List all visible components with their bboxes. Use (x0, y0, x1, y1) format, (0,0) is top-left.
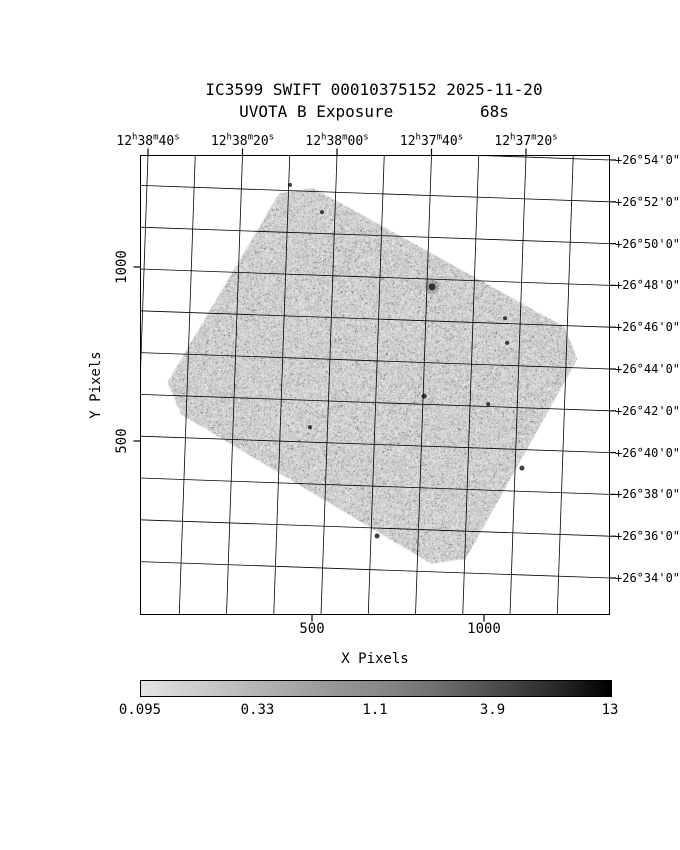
dec-tick-label: +26°48'0" (615, 278, 680, 292)
dec-tick-label: +26°40'0" (615, 446, 680, 460)
ra-tick-label: 12h37m40s (400, 134, 463, 149)
point-source (375, 534, 380, 539)
ra-grid-line (274, 155, 290, 615)
colorbar-tick-label: 0.33 (241, 702, 275, 718)
dec-tick-label: +26°54'0" (615, 153, 680, 167)
point-source (308, 425, 312, 429)
ra-tick-label: 12h38m20s (211, 134, 274, 149)
dec-tick-label: +26°50'0" (615, 237, 680, 251)
dec-grid-line (140, 185, 610, 201)
dec-grid-line (140, 269, 610, 285)
ra-grid-line (416, 155, 432, 615)
ra-grid-line (321, 155, 337, 615)
ra-dec-grid (132, 144, 610, 615)
plot-border (141, 156, 610, 615)
dec-grid-line (140, 478, 610, 494)
point-source (505, 341, 509, 345)
point-source (519, 466, 524, 471)
dec-tick-label: +26°44'0" (615, 362, 680, 376)
x-axis-label: X Pixels (341, 651, 408, 667)
dec-tick-label: +26°36'0" (615, 529, 680, 543)
dec-tick-label: +26°38'0" (615, 487, 680, 501)
swift-uvot-exposure-figure: IC3599 SWIFT 00010375152 2025-11-20 UVOT… (0, 0, 680, 850)
dec-grid-line (140, 436, 610, 452)
x-pixel-tick-label: 1000 (467, 621, 501, 637)
dec-grid-line (140, 394, 610, 410)
colorbar-tick-label: 1.1 (362, 702, 387, 718)
point-source (486, 402, 490, 406)
dec-grid-line (140, 520, 610, 536)
point-source (422, 394, 427, 399)
axis-ticks (134, 149, 617, 622)
ra-grid-line (368, 155, 384, 615)
ra-grid-line (557, 155, 573, 615)
point-source (429, 283, 436, 290)
point-source (320, 210, 324, 214)
dec-tick-label: +26°52'0" (615, 195, 680, 209)
dec-tick-label: +26°34'0" (615, 571, 680, 585)
dec-tick-label: +26°46'0" (615, 320, 680, 334)
colorbar-tick-label: 13 (602, 702, 619, 718)
ra-grid-line (463, 155, 479, 615)
dec-grid-line (140, 562, 610, 578)
ra-tick-label: 12h38m00s (305, 134, 368, 149)
y-axis-label: Y Pixels (88, 351, 104, 418)
dec-grid-line (140, 353, 610, 369)
dec-grid-line (140, 311, 610, 327)
ra-tick-label: 12h37m20s (494, 134, 557, 149)
point-source (503, 316, 507, 320)
colorbar (140, 680, 612, 697)
x-pixel-tick-label: 500 (299, 621, 324, 637)
colorbar-tick-label: 3.9 (480, 702, 505, 718)
ra-grid-line (510, 155, 526, 615)
dec-tick-label: +26°42'0" (615, 404, 680, 418)
plot-overlay (0, 0, 680, 850)
y-pixel-tick-label: 500 (114, 428, 130, 453)
ra-grid-line (179, 155, 195, 615)
dec-grid-line (140, 227, 610, 243)
ra-grid-line (227, 155, 243, 615)
ra-tick-label: 12h38m40s (116, 134, 179, 149)
colorbar-tick-label: 0.095 (119, 702, 161, 718)
y-pixel-tick-label: 1000 (114, 250, 130, 284)
